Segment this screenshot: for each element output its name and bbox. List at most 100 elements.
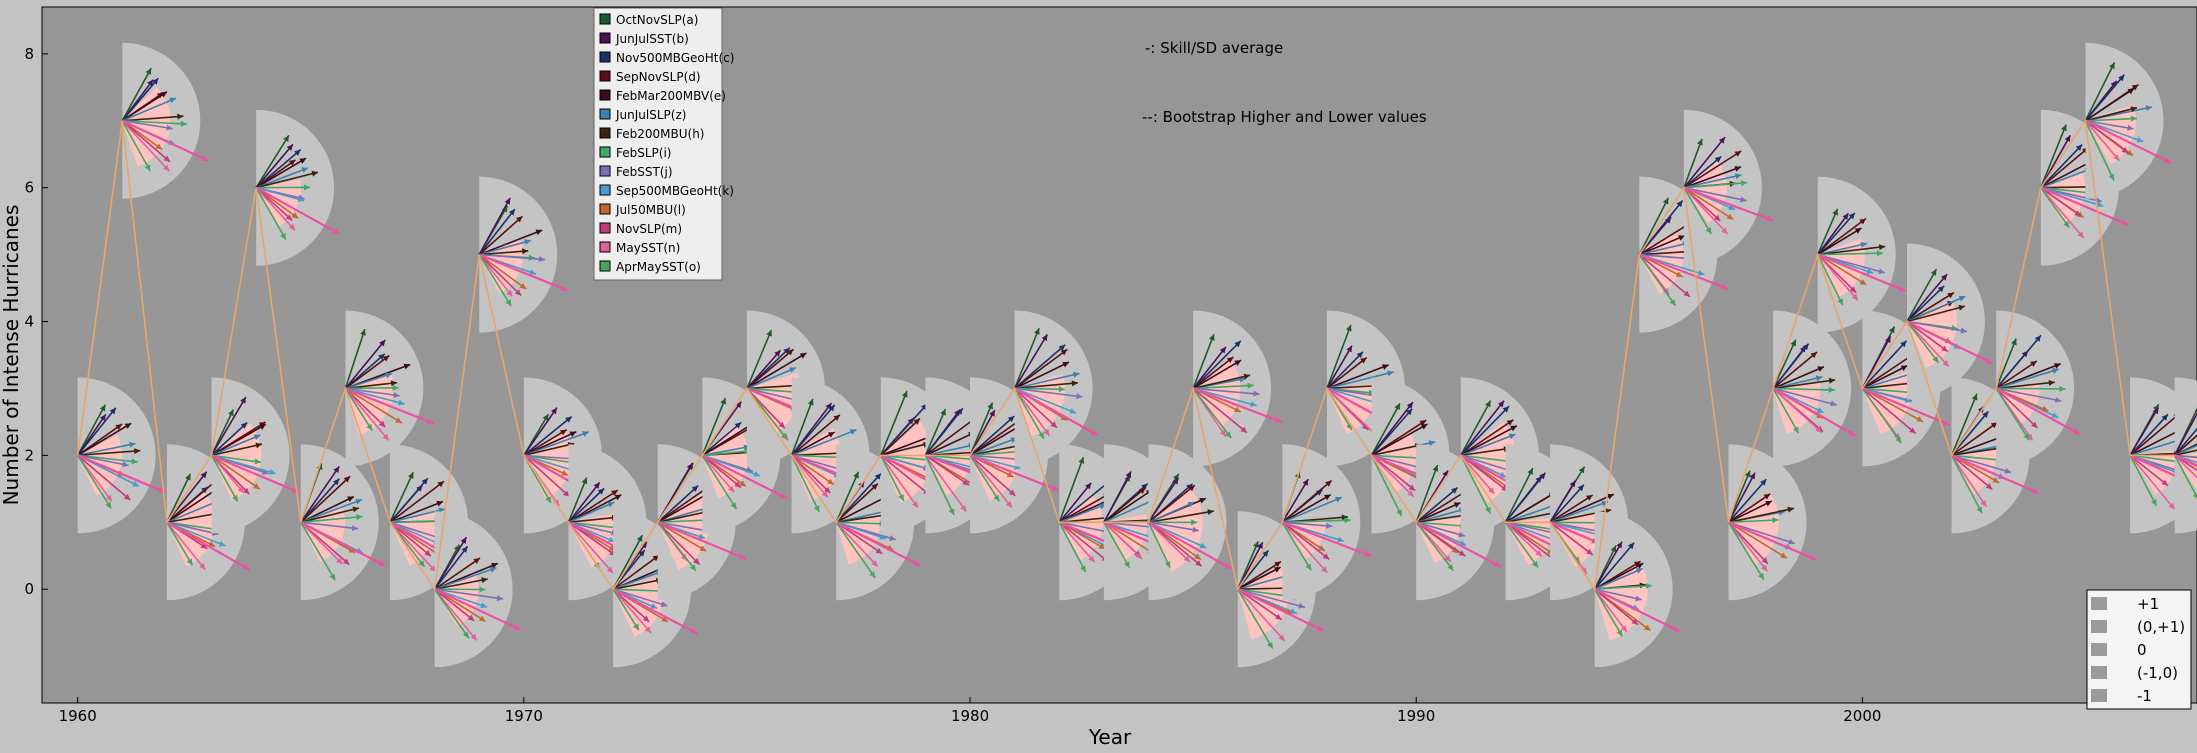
fan-arrow (835, 471, 860, 523)
fan-arrow (434, 577, 488, 591)
fan-arrow (1995, 387, 2038, 429)
annotation-bootstrap: --: Bootstrap Higher and Lower values (1142, 108, 1427, 126)
legend-swatch (599, 89, 611, 101)
fan-arrow (1995, 360, 2038, 390)
fan-arrow (2040, 124, 2067, 188)
fan-arrow (434, 588, 475, 622)
fan-arrow (1103, 487, 1146, 523)
fan-arrow (1772, 387, 1823, 434)
fan-arrow (1281, 521, 1312, 571)
legend-swatch (599, 260, 611, 272)
fan-arrow (121, 120, 171, 163)
fan-arrow (166, 521, 226, 547)
fan-arrow (1281, 521, 1328, 574)
fan-average-arrow (1014, 387, 1098, 437)
fan-average-arrow (1817, 253, 1906, 293)
fan-average-arrow (434, 588, 522, 631)
fan-arrow (612, 588, 640, 631)
fan-arrow (1058, 521, 1087, 573)
fan-arrow (1817, 241, 1868, 256)
skill-legend-label: (0,+1) (2137, 618, 2185, 636)
fan-arrow (211, 423, 267, 457)
fan-arrow (1594, 588, 1628, 633)
fan-arrow (1862, 364, 1908, 390)
legend-label: FebMar200MBV(e) (616, 89, 726, 103)
fan-arrow (1906, 320, 1949, 353)
fan-arrow (1013, 327, 1040, 389)
fan-arrow (835, 521, 879, 568)
fan-arrow (1906, 268, 1938, 322)
fan-arrow (2084, 120, 2129, 154)
fan-arrow (1727, 478, 1767, 523)
fan-arrow (344, 388, 373, 431)
fan-arrow (1282, 517, 1351, 524)
fan-arrow (344, 339, 386, 389)
fan-arrow (478, 229, 543, 256)
fan-arrow (1415, 521, 1455, 572)
fan-average-arrow (166, 521, 250, 571)
fan-arrow (434, 588, 478, 641)
fan-arrow (1415, 501, 1461, 524)
fan-arrow (1415, 487, 1459, 523)
fan-arrow (211, 454, 261, 490)
fan-arrow (300, 521, 344, 565)
fan-average-arrow (1147, 521, 1232, 570)
fan-arrow (345, 372, 393, 390)
fan-arrow (790, 455, 820, 513)
fan-arrow (1727, 521, 1769, 565)
fan-arrow (1773, 386, 1835, 393)
fan-arrow (1371, 423, 1428, 457)
fan-arrow (1995, 367, 2060, 390)
fan-arrow (434, 557, 481, 590)
fan-arrow (1103, 470, 1132, 523)
fan-arrow (166, 521, 206, 571)
fan-arrow (1996, 387, 2062, 403)
fan-arrow (1014, 387, 1051, 437)
fan-arrow (1817, 227, 1862, 256)
fan-arrow (1549, 480, 1577, 523)
fan-arrow (1862, 387, 1912, 404)
fan-average-arrow (1638, 253, 1729, 290)
skill-legend-swatch (2091, 620, 2107, 633)
fan-arrow (1638, 254, 1677, 307)
fan-arrow (1281, 493, 1332, 524)
fan-arrow (1370, 408, 1413, 456)
legend-swatch (599, 241, 611, 253)
fan-arrow (2174, 454, 2197, 479)
fan-arrow (1014, 361, 1070, 390)
fan-arrow (1594, 542, 1635, 590)
fan-arrow (345, 380, 398, 390)
fan-arrow (1058, 482, 1092, 523)
fan-arrow (121, 77, 159, 122)
fan-arrow (1148, 484, 1196, 523)
fan-arrow (478, 215, 523, 256)
fan-arrow (1326, 324, 1352, 389)
fan-arrow (1193, 387, 1260, 397)
fan-average-arrow (121, 119, 209, 162)
fan-arrow (344, 387, 390, 441)
fan-average-arrow (2174, 454, 2197, 467)
fan-average-arrow (300, 521, 386, 567)
fan-arrow (344, 354, 390, 390)
fan-arrow (1103, 521, 1143, 560)
skill-legend-swatch (2091, 643, 2107, 656)
fan-average-arrow (701, 454, 788, 500)
fan-arrow (1728, 493, 1771, 523)
fan-arrow (790, 454, 829, 498)
fan-arrow (1148, 521, 1199, 533)
fan-arrow (1147, 521, 1203, 567)
legend-swatch (599, 32, 611, 44)
legend-label: Sep500MBGeoHt(k) (616, 184, 734, 198)
fan-arrow (746, 387, 788, 440)
fan-arrow (790, 404, 836, 456)
fan-arrow (1995, 388, 2030, 441)
fan-arrow (1950, 410, 1989, 456)
x-tick-label: 1980 (951, 707, 989, 725)
fan-arrow (77, 422, 132, 457)
fan-arrow (255, 187, 287, 241)
fan-arrow (1504, 467, 1534, 523)
fan-arrow (389, 471, 414, 523)
fan-arrow (2129, 455, 2158, 507)
fan-arrow (2173, 455, 2197, 499)
fan-average-arrow (344, 387, 435, 425)
